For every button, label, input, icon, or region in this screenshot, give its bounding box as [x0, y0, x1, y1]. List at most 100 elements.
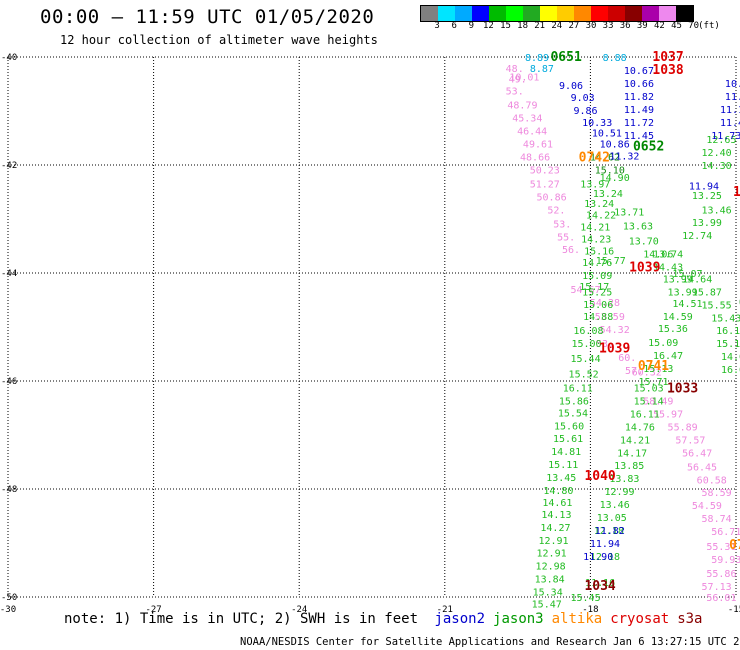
color-scale-tick: 3	[434, 21, 440, 31]
wave-height-value: 56.45	[687, 462, 717, 473]
wave-height-value: 13.46	[702, 205, 732, 216]
wave-height-value: 56.47	[682, 448, 712, 459]
wave-height-value: 15.34	[533, 588, 563, 599]
wave-height-value: 15.47	[532, 599, 562, 610]
lon-tick-label: -15	[728, 605, 740, 615]
page-subtitle: 12 hour collection of altimeter wave hei…	[60, 33, 378, 47]
wave-height-value: 57.	[625, 366, 643, 377]
wave-height-value: 15.00	[571, 339, 601, 350]
wave-height-value: 12.40	[702, 148, 732, 159]
wave-height-value: 11.94	[689, 182, 719, 193]
wave-height-value: 56.71	[711, 527, 740, 538]
wave-height-value: 15.52	[569, 369, 599, 380]
color-swatch	[591, 6, 608, 21]
wave-height-value: 8.89	[525, 53, 549, 64]
wave-height-value: 14.51	[672, 299, 702, 310]
wave-height-value: 13.99	[668, 287, 698, 298]
lat-tick-label: -48	[1, 485, 17, 495]
wave-height-value: 53.	[553, 219, 571, 230]
wave-height-value: 15.55	[702, 300, 732, 311]
wave-height-value: 49.	[509, 75, 527, 86]
color-swatch	[642, 6, 659, 21]
wave-height-value: 11.94	[590, 539, 620, 550]
lon-tick-label: -24	[291, 605, 307, 615]
wave-height-value: 53.	[596, 339, 614, 350]
wave-height-value: 56.01	[706, 593, 736, 604]
wave-height-value: 56.	[562, 245, 580, 256]
wave-height-value: 15.71	[638, 377, 668, 388]
pass-time-label: 0	[739, 296, 740, 311]
wave-height-value: 11.72	[624, 118, 654, 129]
wave-height-value: 13.24	[584, 199, 614, 210]
color-scale-tick: 33	[602, 21, 614, 31]
wave-height-value: 10.66	[624, 79, 654, 90]
wave-height-value: 14.81	[551, 447, 581, 458]
wave-height-value: 13.99	[692, 218, 722, 229]
wave-height-value: 15.87	[692, 287, 722, 298]
pass-time-label: 1040	[584, 469, 615, 484]
wave-height-value: 15.36	[658, 324, 688, 335]
wave-height-value: 15.10	[595, 165, 625, 176]
wave-height-value: 11.6	[725, 92, 740, 103]
wave-height-value: 13.70	[629, 237, 659, 248]
map-grid	[7, 56, 737, 598]
wave-height-value: 58.74	[702, 514, 732, 525]
wave-height-value: 15.03	[634, 383, 664, 394]
wave-height-value: 55.86	[706, 569, 736, 580]
wave-height-value: 16.00	[721, 365, 740, 376]
lat-tick-label: -40	[1, 53, 17, 63]
wave-height-value: 48.	[506, 64, 524, 75]
color-scale-tick: 9	[468, 21, 475, 31]
wave-height-value: 12.65	[706, 135, 736, 146]
wave-height-value: 46.44	[517, 126, 547, 137]
satellite-legend: jason2 jason3 altika cryosat s3a	[426, 611, 702, 627]
wave-height-value: 12.18	[594, 526, 624, 537]
wave-height-value: 11.82	[624, 92, 654, 103]
lon-tick-label: -21	[437, 605, 453, 615]
wave-height-value: 14.88	[583, 312, 613, 323]
color-swatch	[421, 6, 438, 21]
pass-time-label: 1038	[652, 63, 683, 78]
color-swatch	[676, 6, 693, 21]
wave-height-value: 11.73	[711, 131, 740, 142]
wave-height-value: 60.32	[632, 367, 662, 378]
page-title: 00:00 – 11:59 UTC 01/05/2020	[40, 6, 375, 28]
wave-height-value: 14.30	[702, 161, 732, 172]
wave-height-value: 55.89	[668, 422, 698, 433]
wave-height-value: 52.	[547, 205, 565, 216]
wave-height-value: 13.83	[609, 474, 639, 485]
wave-height-value: 12.91	[537, 549, 567, 560]
wave-height-value: 14.00	[721, 352, 740, 363]
lon-tick-label: -18	[582, 605, 598, 615]
color-scale-tick: 42	[653, 21, 665, 31]
wave-height-value: 13.63	[623, 221, 653, 232]
wave-height-value: 16.47	[653, 351, 683, 362]
wave-height-value: 55.	[557, 232, 575, 243]
color-scale-tick: 6	[451, 21, 457, 31]
wave-height-value: 13.74	[653, 250, 683, 261]
wave-height-value: 15.61	[553, 434, 583, 445]
color-scale-tick: 18	[517, 21, 529, 31]
wave-height-value: 15.06	[583, 300, 613, 311]
wave-height-value: 11.45	[624, 131, 654, 142]
wave-height-value: 54.67	[570, 285, 600, 296]
wave-height-value: 12.18	[590, 552, 620, 563]
wave-height-value: 10.67	[624, 66, 654, 77]
wave-height-value: 11.82	[595, 526, 625, 537]
legend-line: note: 1) Time is in UTC; 2) SWH is in fe…	[64, 611, 703, 627]
color-scale-tick: 12	[482, 21, 494, 31]
lat-tick-label: -50	[1, 593, 17, 603]
wave-height-value: 13.45	[546, 473, 576, 484]
color-scale-bar	[420, 5, 694, 22]
pass-time-label: 07-	[729, 538, 740, 553]
wave-height-value: 57.57	[675, 435, 705, 446]
wave-height-value: 55.31	[706, 542, 736, 553]
color-scale-tick: 39	[636, 21, 648, 31]
wave-height-value: 15.45	[570, 593, 600, 604]
wave-height-value: 11.45	[720, 118, 740, 129]
color-scale-tick: 27	[568, 21, 580, 31]
wave-height-value: 16.13	[716, 326, 740, 337]
wave-height-value: 15.13	[643, 364, 673, 375]
wave-height-value: 12.74	[682, 231, 712, 242]
